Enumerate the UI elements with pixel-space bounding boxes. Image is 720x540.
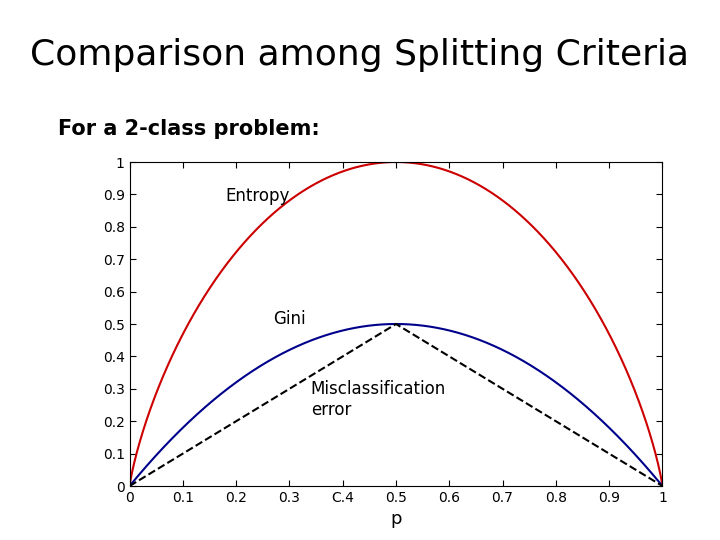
X-axis label: p: p <box>390 510 402 529</box>
Text: For a 2-class problem:: For a 2-class problem: <box>58 119 320 139</box>
Text: Misclassification
error: Misclassification error <box>311 380 446 418</box>
Text: Comparison among Splitting Criteria: Comparison among Splitting Criteria <box>30 38 690 72</box>
Text: Entropy: Entropy <box>225 187 290 205</box>
Text: Gini: Gini <box>274 310 306 328</box>
